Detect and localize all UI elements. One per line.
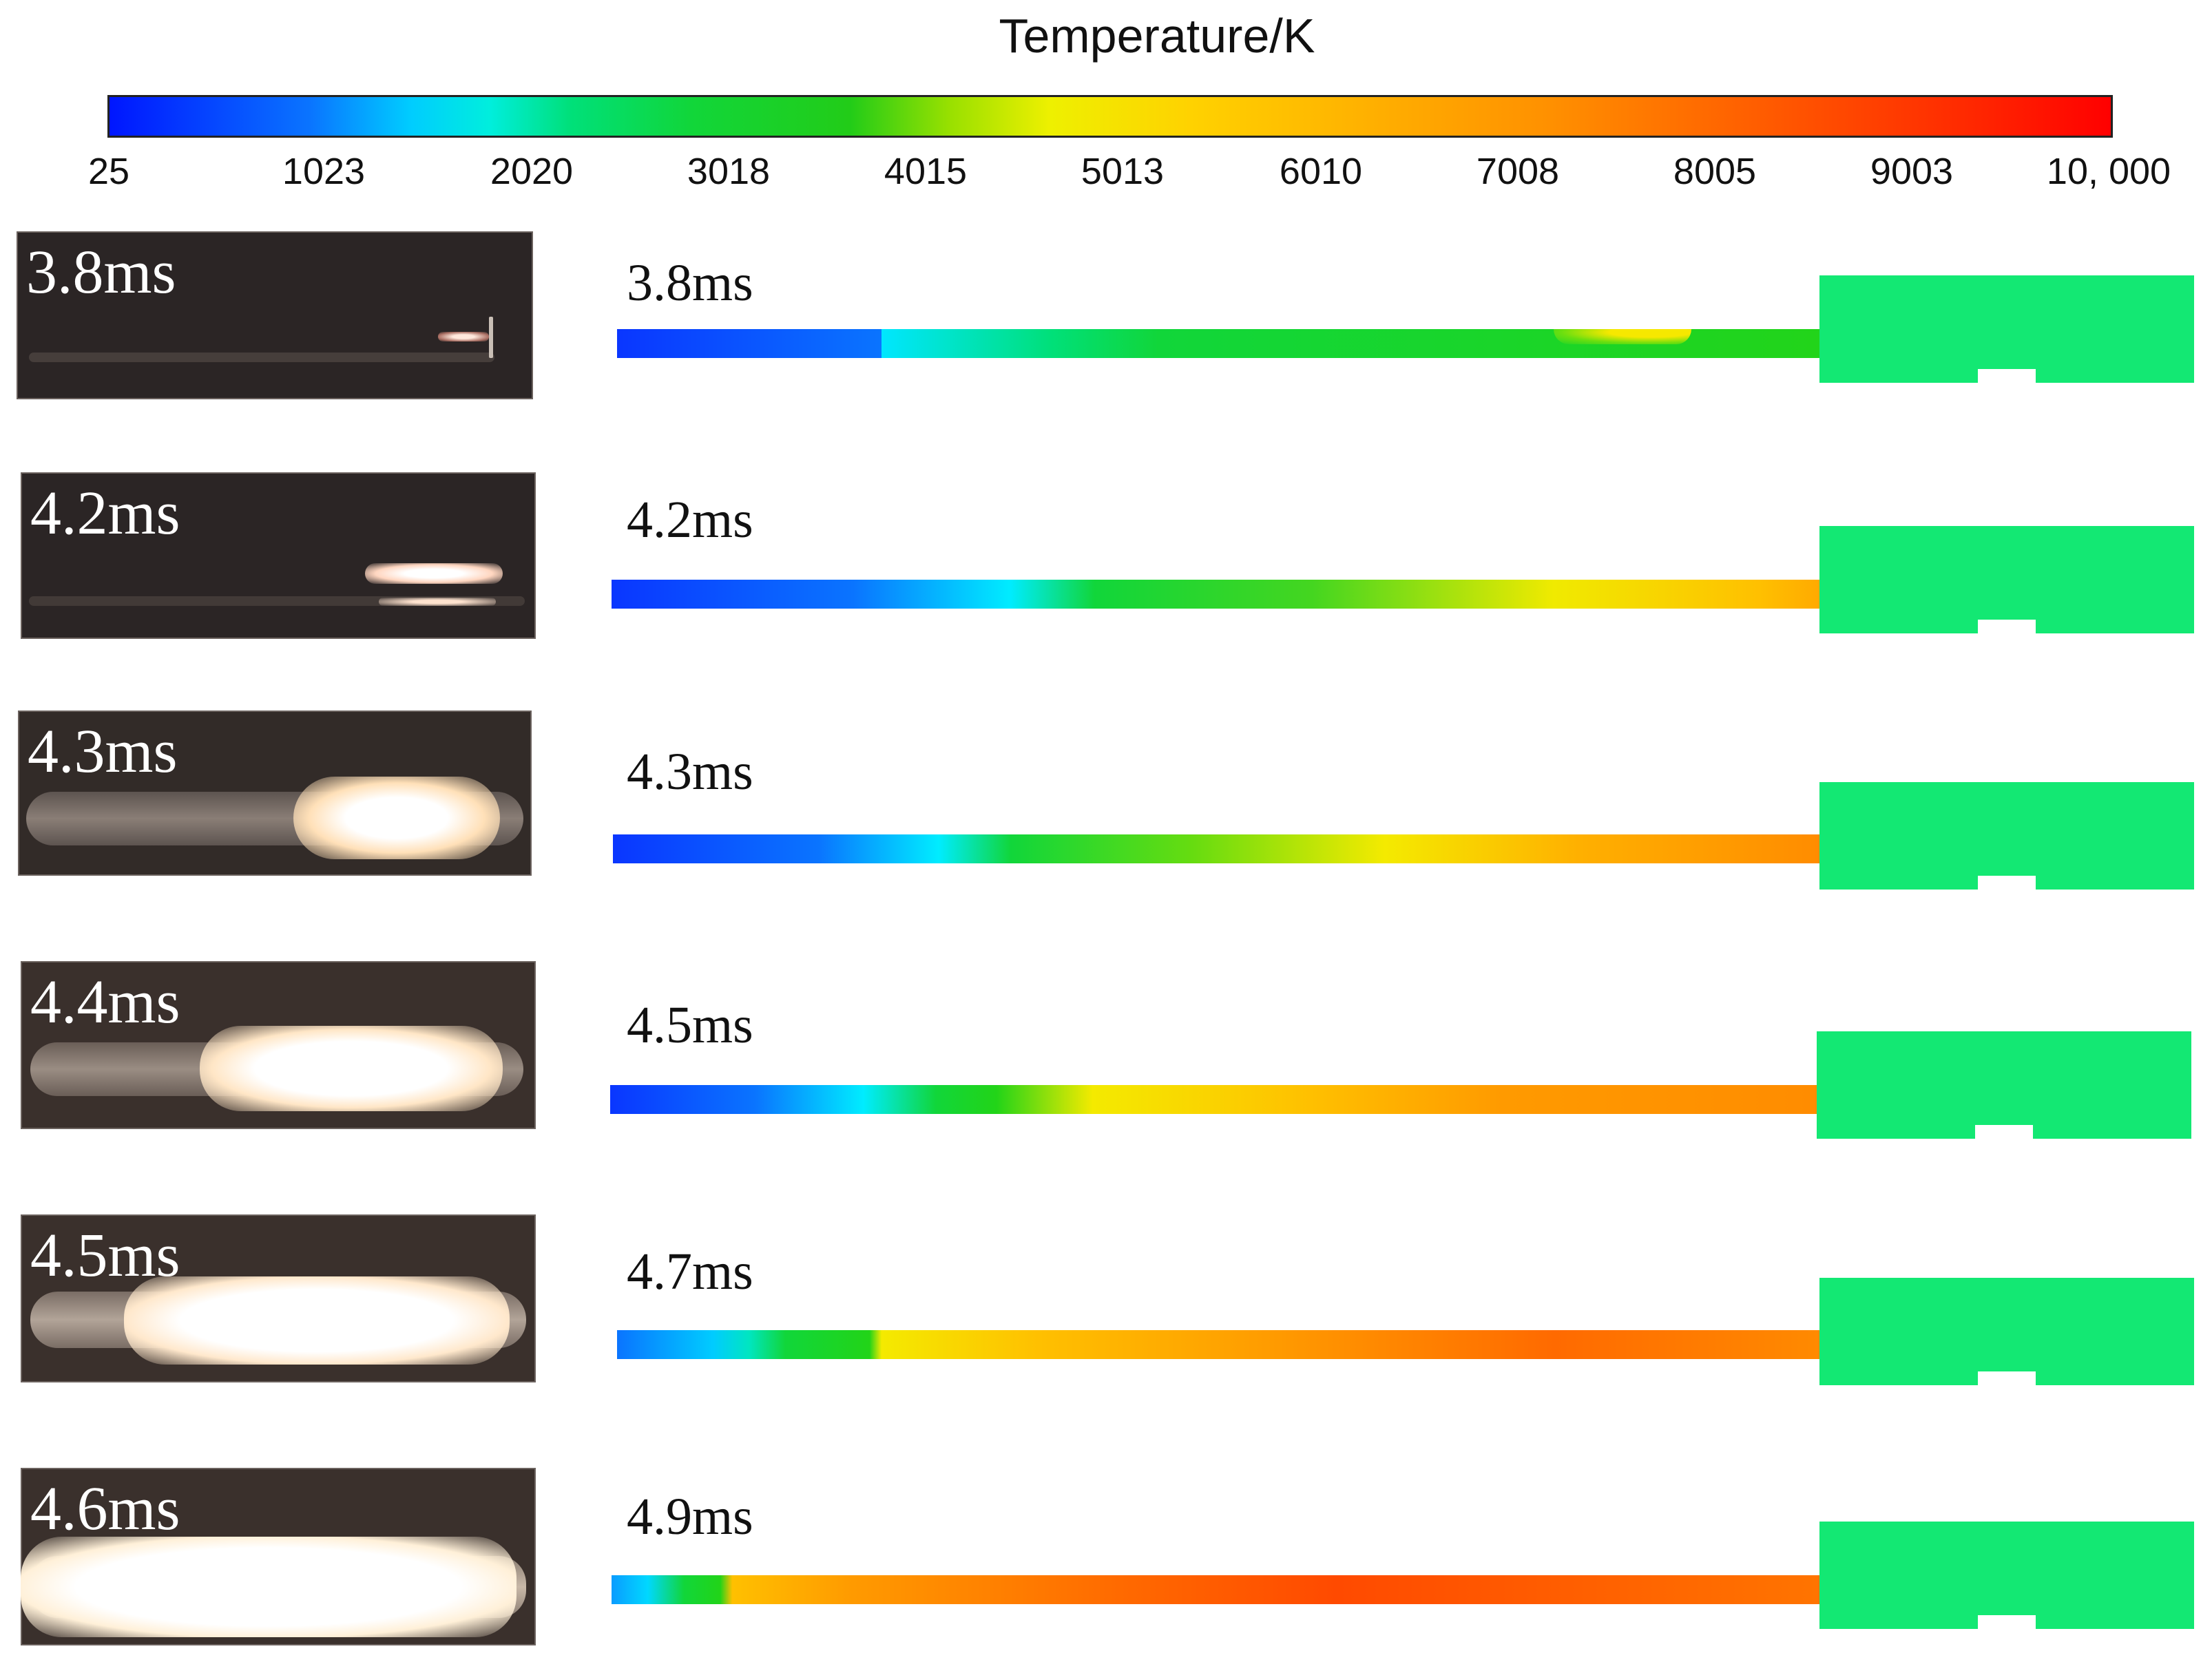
simulation-time-label: 4.5ms bbox=[627, 996, 753, 1054]
colorbar-tick: 6010 bbox=[1279, 151, 1363, 192]
arc-glow bbox=[200, 1026, 503, 1111]
domain-notch bbox=[1978, 620, 2036, 633]
photo-frame-6: 4.6ms bbox=[21, 1468, 536, 1645]
photo-time-label: 4.3ms bbox=[28, 717, 178, 786]
simulation-tube bbox=[617, 329, 1819, 358]
arc-glow bbox=[124, 1276, 510, 1365]
photo-time-label: 3.8ms bbox=[26, 238, 176, 306]
colorbar-tick: 3018 bbox=[687, 151, 771, 192]
colorbar-tick: 25 bbox=[87, 151, 130, 192]
arc-glow bbox=[293, 777, 500, 859]
photo-time-label: 4.4ms bbox=[30, 968, 180, 1036]
simulation-time-label: 4.9ms bbox=[627, 1488, 753, 1546]
colorbar-tick: 5013 bbox=[1081, 151, 1165, 192]
simulation-domain bbox=[1819, 782, 2194, 890]
simulation-tube bbox=[612, 1575, 1819, 1604]
colorbar-tick: 4015 bbox=[884, 151, 968, 192]
simulation-domain bbox=[1819, 1278, 2194, 1385]
photo-time-label: 4.6ms bbox=[30, 1475, 180, 1543]
domain-notch bbox=[1978, 876, 2036, 890]
simulation-time-label: 4.2ms bbox=[627, 491, 753, 549]
domain-notch bbox=[1978, 1371, 2036, 1385]
discharge-tube bbox=[29, 353, 494, 362]
photo-time-label: 4.5ms bbox=[30, 1221, 180, 1290]
arc-glow bbox=[21, 1537, 517, 1637]
photo-frame-2: 4.2ms bbox=[21, 472, 536, 639]
electrode bbox=[489, 317, 493, 358]
colorbar-tick: 2020 bbox=[490, 151, 574, 192]
simulation-domain bbox=[1819, 275, 2194, 383]
arc-glow bbox=[379, 598, 496, 606]
domain-notch bbox=[1978, 1615, 2036, 1629]
simulation-domain bbox=[1819, 526, 2194, 633]
simulation-domain bbox=[1819, 1522, 2194, 1629]
simulation-tube bbox=[617, 1330, 1819, 1359]
simulation-domain bbox=[1817, 1031, 2191, 1139]
photo-frame-3: 4.3ms bbox=[18, 711, 532, 876]
domain-notch bbox=[1978, 369, 2036, 383]
colorbar-tick: 7008 bbox=[1476, 151, 1560, 192]
photo-time-label: 4.2ms bbox=[30, 479, 180, 547]
photo-frame-5: 4.5ms bbox=[21, 1214, 536, 1382]
simulation-time-label: 4.7ms bbox=[627, 1243, 753, 1301]
colorbar-tick: 1023 bbox=[282, 151, 366, 192]
simulation-time-label: 3.8ms bbox=[627, 254, 753, 312]
photo-frame-4: 4.4ms bbox=[21, 961, 536, 1129]
arc-glow bbox=[438, 332, 489, 341]
domain-notch bbox=[1975, 1125, 2033, 1139]
colorbar-title: Temperature/K bbox=[999, 9, 1315, 63]
hot-zone bbox=[1554, 329, 1691, 344]
colorbar-tick: 8005 bbox=[1673, 151, 1757, 192]
simulation-tube bbox=[613, 834, 1819, 863]
simulation-tube bbox=[612, 580, 1819, 609]
simulation-time-label: 4.3ms bbox=[627, 743, 753, 801]
photo-frame-1: 3.8ms bbox=[17, 231, 533, 399]
colorbar-tick: 10, 000 bbox=[2046, 151, 2171, 192]
temperature-colorbar bbox=[107, 95, 2113, 138]
arc-glow bbox=[365, 563, 503, 584]
simulation-tube bbox=[610, 1085, 1817, 1114]
colorbar-tick: 9003 bbox=[1870, 151, 1954, 192]
